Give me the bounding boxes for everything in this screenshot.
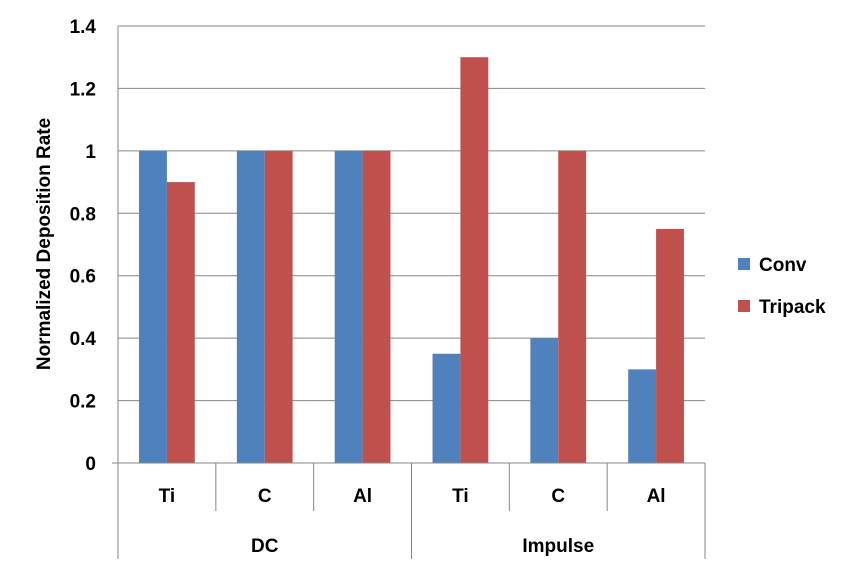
x-category-labels: Ti C Al Ti C Al [159,486,666,507]
y-tick-label: 1.2 [70,79,96,100]
x-category-label: Al [353,486,372,507]
bar-tripack-4 [558,150,587,463]
bar-conv-1 [236,150,265,463]
y-tick-label: 1.4 [70,17,97,38]
x-group-label: Impulse [522,536,594,557]
x-category-label: Al [647,486,666,507]
x-category-label: C [258,486,272,507]
bar-conv-4 [530,338,559,463]
bar-conv-2 [334,150,363,463]
x-category-label: C [551,486,565,507]
y-tick-label: 0.4 [70,329,97,350]
bar-tripack-2 [362,150,391,463]
legend-label-tripack: Tripack [759,297,826,318]
y-tick-label: 0.2 [70,392,96,413]
x-group-label: DC [251,536,279,557]
y-tick-label: 0.8 [70,204,96,225]
y-tick-label: 0.6 [70,267,96,288]
axes [112,26,706,559]
y-tick-label: 0 [85,454,96,475]
x-category-label: Ti [159,486,176,507]
legend-swatch-conv [738,258,750,270]
bar-conv-5 [628,369,657,463]
bar-conv-0 [139,150,167,463]
gridlines [118,25,705,402]
x-group-labels: DC Impulse [251,536,594,557]
x-category-label: Ti [452,486,469,507]
bar-tripack-5 [656,228,684,463]
y-tick-labels: 0 0.2 0.4 0.6 0.8 1 1.2 1.4 [70,17,97,475]
y-tick-label: 1 [85,142,96,163]
bar-tripack-0 [166,182,195,464]
legend-label-conv: Conv [759,255,807,276]
y-axis-label: Normalized Deposition Rate [34,118,55,370]
legend: Conv Tripack [738,255,826,318]
legend-swatch-tripack [738,300,750,312]
bar-tripack-1 [264,150,293,463]
bar-tripack-3 [460,57,489,463]
bars [139,57,684,464]
bar-conv-3 [432,353,461,463]
